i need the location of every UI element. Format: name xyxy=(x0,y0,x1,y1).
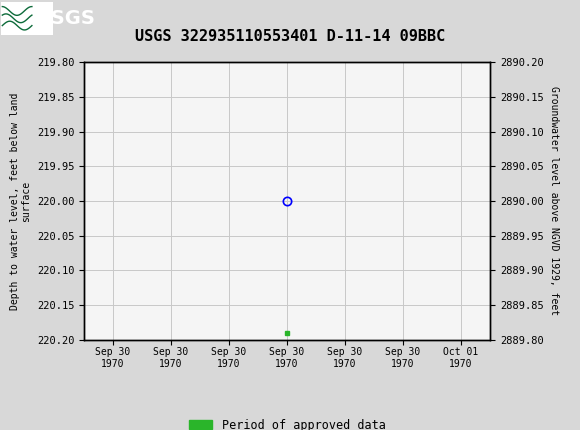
Text: USGS: USGS xyxy=(35,9,95,28)
Text: USGS 322935110553401 D-11-14 09BBC: USGS 322935110553401 D-11-14 09BBC xyxy=(135,29,445,44)
FancyBboxPatch shape xyxy=(1,2,53,35)
Y-axis label: Depth to water level, feet below land
surface: Depth to water level, feet below land su… xyxy=(10,92,31,310)
Y-axis label: Groundwater level above NGVD 1929, feet: Groundwater level above NGVD 1929, feet xyxy=(549,86,559,316)
Legend: Period of approved data: Period of approved data xyxy=(184,414,390,430)
